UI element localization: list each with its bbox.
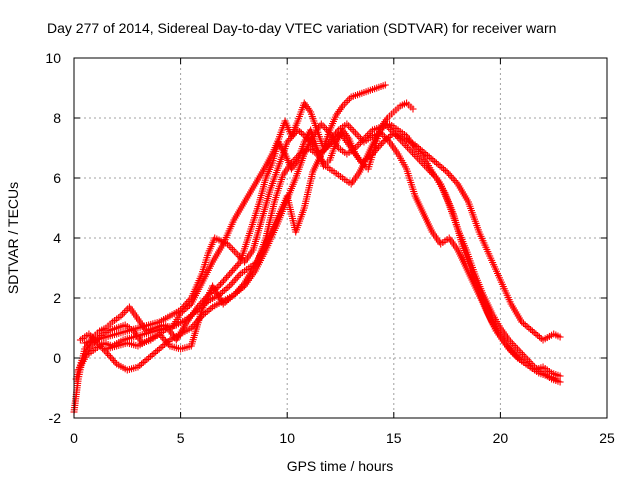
data-point-fill (344, 97, 352, 105)
data-point-fill (108, 355, 116, 363)
data-point-fill (216, 280, 224, 288)
data-point-fill (107, 353, 115, 361)
data-point-fill (221, 275, 229, 283)
data-point-fill (224, 284, 232, 291)
data-point-fill (110, 357, 118, 365)
data-point-fill (350, 127, 358, 135)
data-point-fill (224, 272, 232, 280)
data-point-fill (188, 311, 196, 318)
data-point-fill (122, 307, 130, 315)
data-point-fill (232, 275, 240, 283)
y-tick-label: -2 (49, 410, 62, 426)
x-tick-label: 0 (70, 430, 78, 446)
x-axis-label: GPS time / hours (287, 458, 394, 474)
data-point (409, 105, 417, 113)
data-point-fill (105, 351, 113, 359)
data-point-fill (342, 98, 350, 106)
x-tick-label: 5 (177, 430, 185, 446)
data-point-fill (185, 314, 193, 321)
data-point-fill (451, 177, 459, 185)
data-point-fill (120, 308, 128, 316)
data-point-fill (229, 279, 237, 287)
data-point-fill (220, 277, 228, 285)
data-point-fill (229, 267, 237, 275)
data-point-fill (227, 268, 235, 276)
x-tick-label: 10 (279, 430, 295, 446)
data-point-fill (223, 273, 231, 281)
data-point-fill (446, 171, 454, 179)
x-tick-label: 25 (599, 430, 615, 446)
x-tick-label: 15 (386, 430, 402, 446)
y-tick-label: 4 (53, 230, 61, 246)
data-point-fill (345, 122, 353, 130)
y-tick-label: 8 (53, 110, 61, 126)
data-point-fill (233, 261, 241, 269)
data-point-fill (190, 309, 198, 317)
data-points (70, 81, 564, 416)
data-point-fill (448, 173, 456, 181)
data-point-fill (222, 285, 230, 293)
data-point-fill (403, 143, 411, 151)
data-point-fill (187, 312, 195, 320)
data-point (226, 282, 234, 290)
data-point (226, 270, 234, 278)
y-tick-label: 2 (53, 290, 61, 306)
data-point-fill (230, 247, 238, 255)
data-point-fill (449, 175, 457, 183)
y-tick-label: 6 (53, 170, 61, 186)
data-point (232, 249, 240, 257)
data-point-fill (220, 287, 228, 294)
chart-title: Day 277 of 2014, Sidereal Day-to-day VTE… (47, 20, 556, 36)
data-point-fill (235, 260, 243, 268)
data-point (351, 129, 359, 137)
data-point-fill (405, 145, 413, 153)
y-tick-labels: -2 0 2 4 6 8 10 (45, 50, 61, 426)
y-axis-label: SDTVAR / TECUs (5, 182, 21, 294)
data-point-fill (230, 277, 238, 285)
x-tick-label: 20 (493, 430, 509, 446)
data-point-fill (218, 279, 226, 287)
data-point-fill (353, 131, 361, 139)
data-point (183, 315, 191, 323)
data-point-fill (227, 280, 235, 288)
data-point-fill (219, 288, 227, 296)
data-point-fill (348, 125, 356, 133)
data-point-fill (232, 263, 240, 271)
data-point-fill (230, 265, 238, 273)
data-point-fill (229, 245, 237, 253)
data-point (381, 81, 389, 89)
y-tick-label: 0 (53, 350, 61, 366)
data-point-fill (445, 170, 453, 178)
data-point (215, 282, 223, 290)
data-point-fill (192, 308, 200, 315)
x-tick-labels: 0 5 10 15 20 25 (70, 430, 615, 446)
y-tick-label: 10 (45, 50, 61, 66)
data-point-fill (233, 273, 241, 281)
data-point-fill (227, 244, 235, 252)
data-point-fill (235, 272, 243, 280)
data-point-fill (119, 310, 127, 318)
